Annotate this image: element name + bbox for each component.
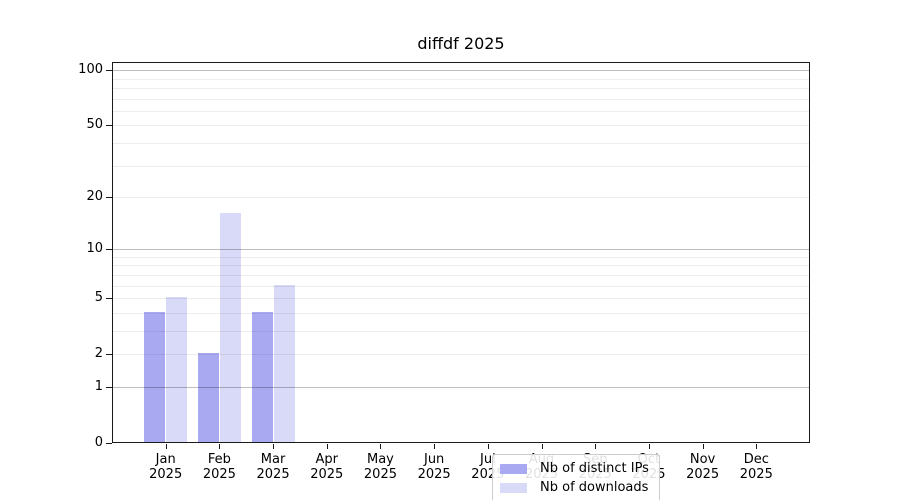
y-tick-mark (106, 125, 112, 127)
y-tick-mark (106, 298, 112, 300)
y-tick-label: 50 (86, 117, 103, 133)
legend-item: Nb of distinct IPs (500, 459, 649, 478)
y-tick-label: 20 (86, 189, 103, 204)
gridline-minor (113, 78, 809, 80)
gridline-minor (113, 98, 809, 100)
legend-swatch (500, 463, 527, 474)
gridline-minor (113, 274, 809, 276)
x-tick-mark (541, 444, 543, 449)
legend: Nb of distinct IPs Nb of downloads (492, 454, 660, 500)
x-tick-mark (273, 444, 275, 449)
gridline-minor (113, 197, 809, 198)
bar-jan-downloads (166, 297, 188, 442)
x-tick-label-dec: Dec 2025 (739, 452, 773, 482)
y-tick-mark (106, 249, 112, 251)
x-tick-label-mar: Mar 2025 (256, 452, 290, 482)
y-tick-label: 1 (94, 378, 103, 394)
gridline-minor (113, 330, 809, 332)
x-tick-mark (326, 444, 328, 449)
legend-label: Nb of distinct IPs (540, 461, 649, 476)
gridline-minor (113, 87, 809, 89)
bar-mar-ips (251, 311, 273, 442)
gridline-minor (113, 354, 809, 356)
legend-label: Nb of downloads (540, 480, 649, 495)
y-tick-label: 5 (94, 290, 103, 306)
x-tick-label-nov: Nov 2025 (686, 452, 720, 482)
legend-item: Nb of downloads (500, 478, 649, 497)
bar-jan-ips (144, 311, 166, 442)
x-tick-mark (595, 444, 597, 449)
gridline-minor (113, 256, 809, 258)
x-tick-mark (434, 444, 436, 449)
y-tick-mark (106, 386, 112, 388)
x-tick-label-jun: Jun 2025 (417, 452, 451, 482)
y-tick-mark (106, 70, 112, 72)
x-tick-mark (380, 444, 382, 449)
bar-feb-downloads (219, 213, 241, 442)
y-tick-label: 2 (94, 346, 103, 362)
gridline-major (113, 70, 809, 72)
chart-title: diffdf 2025 (417, 34, 505, 53)
x-tick-label-apr: Apr 2025 (310, 452, 344, 482)
x-tick-mark (165, 444, 167, 449)
x-tick-label-jan: Jan 2025 (149, 452, 183, 482)
y-tick-label: 10 (86, 241, 103, 257)
bar-mar-downloads (273, 284, 295, 442)
gridline-minor (113, 265, 809, 267)
gridline-minor (113, 312, 809, 314)
gridline-minor (113, 110, 809, 112)
x-tick-mark (487, 444, 489, 449)
legend-swatch (500, 482, 527, 493)
x-tick-mark (219, 444, 221, 449)
y-tick-mark (106, 443, 112, 444)
gridline-minor (113, 142, 809, 144)
gridline-minor (113, 125, 809, 127)
x-tick-label-may: May 2025 (363, 452, 397, 482)
y-tick-label: 100 (78, 62, 103, 78)
gridline-minor (113, 285, 809, 287)
x-tick-label-feb: Feb 2025 (202, 452, 236, 482)
x-tick-mark (756, 444, 758, 449)
gridline-minor (113, 165, 809, 167)
y-tick-mark (106, 197, 112, 198)
gridline-major (113, 249, 809, 251)
gridline-major (113, 386, 809, 388)
gridline-minor (113, 298, 809, 300)
x-tick-mark (648, 444, 650, 449)
bar-feb-ips (197, 353, 219, 442)
y-tick-mark (106, 354, 112, 356)
plot-area: Nb of distinct IPs Nb of downloads (112, 62, 810, 500)
x-tick-mark (702, 444, 704, 449)
y-tick-label: 0 (94, 435, 103, 450)
